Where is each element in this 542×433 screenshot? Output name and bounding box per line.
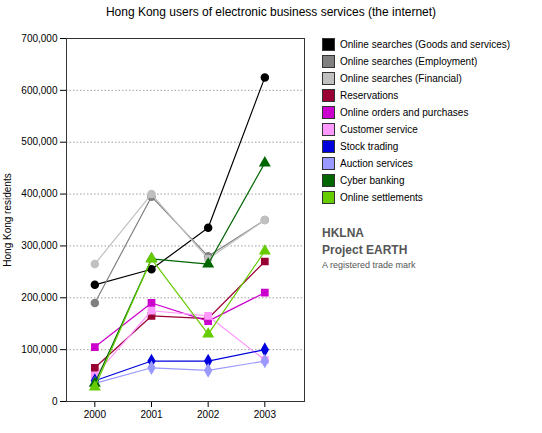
html-text:Cyber banking: Cyber banking <box>340 175 405 186</box>
html-text:Stock trading: Stock trading <box>340 141 399 152</box>
svg-text:2003: 2003 <box>254 409 277 420</box>
html-text:Online searches (Financial): Online searches (Financial) <box>340 73 462 84</box>
svg-text:2002: 2002 <box>197 409 220 420</box>
html-text:Project EARTH: Project EARTH <box>322 243 408 257</box>
html-text:A registered trade mark: A registered trade mark <box>322 260 416 270</box>
svg-text:0: 0 <box>52 396 58 407</box>
svg-text:500,000: 500,000 <box>21 136 58 147</box>
html-text:HKLNA: HKLNA <box>322 226 364 240</box>
svg-text:2001: 2001 <box>140 409 163 420</box>
html-text:Auction services: Auction services <box>340 158 413 169</box>
svg-text:2000: 2000 <box>84 409 107 420</box>
svg-text:200,000: 200,000 <box>21 292 58 303</box>
html-text:Online orders and purchases: Online orders and purchases <box>340 107 469 118</box>
html-text:Customer service: Customer service <box>340 124 418 135</box>
html-text:Online searches (Employment): Online searches (Employment) <box>340 56 478 67</box>
svg-text:600,000: 600,000 <box>21 85 58 96</box>
svg-text:400,000: 400,000 <box>21 188 58 199</box>
html-text:Online searches (Goods and ser: Online searches (Goods and services) <box>340 39 511 50</box>
svg-text:Hong Kong residents: Hong Kong residents <box>2 173 13 266</box>
html-text:Online settlements: Online settlements <box>340 192 423 203</box>
svg-text:700,000: 700,000 <box>21 33 58 44</box>
svg-text:100,000: 100,000 <box>21 344 58 355</box>
html-text:Hong Kong users of electronic: Hong Kong users of electronic business s… <box>105 5 437 19</box>
html-text:Reservations: Reservations <box>340 90 399 101</box>
svg-text:300,000: 300,000 <box>21 240 58 251</box>
